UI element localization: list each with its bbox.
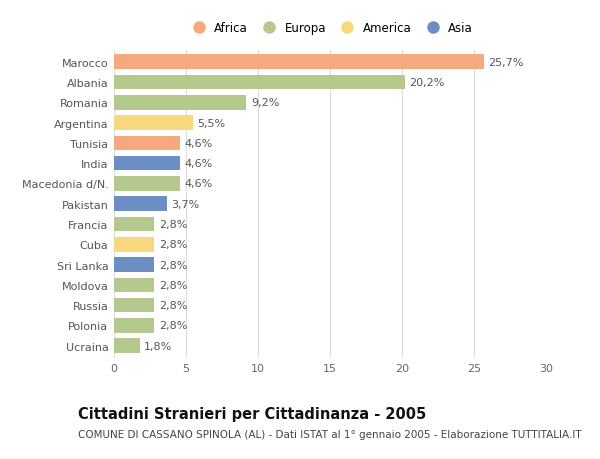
Bar [114,339,140,353]
Bar [114,319,154,333]
Bar [114,116,193,131]
Bar [114,96,247,110]
Text: 2,8%: 2,8% [158,219,187,230]
Text: 4,6%: 4,6% [185,139,213,149]
Bar [114,197,167,212]
Bar [114,157,180,171]
Text: 25,7%: 25,7% [488,58,524,67]
Text: 9,2%: 9,2% [251,98,279,108]
Text: 2,8%: 2,8% [158,260,187,270]
Bar [114,56,484,70]
Text: 4,6%: 4,6% [185,159,213,169]
Text: 5,5%: 5,5% [197,118,226,129]
Legend: Africa, Europa, America, Asia: Africa, Europa, America, Asia [185,19,475,37]
Text: Cittadini Stranieri per Cittadinanza - 2005: Cittadini Stranieri per Cittadinanza - 2… [78,406,426,421]
Bar [114,298,154,313]
Bar [114,76,405,90]
Bar [114,278,154,292]
Bar [114,177,180,191]
Text: COMUNE DI CASSANO SPINOLA (AL) - Dati ISTAT al 1° gennaio 2005 - Elaborazione TU: COMUNE DI CASSANO SPINOLA (AL) - Dati IS… [78,429,581,439]
Bar [114,136,180,151]
Text: 1,8%: 1,8% [144,341,172,351]
Text: 2,8%: 2,8% [158,321,187,330]
Text: 4,6%: 4,6% [185,179,213,189]
Text: 20,2%: 20,2% [409,78,445,88]
Bar [114,237,154,252]
Text: 2,8%: 2,8% [158,240,187,250]
Bar [114,217,154,232]
Text: 2,8%: 2,8% [158,301,187,310]
Text: 2,8%: 2,8% [158,280,187,290]
Text: 3,7%: 3,7% [172,199,200,209]
Bar [114,257,154,272]
